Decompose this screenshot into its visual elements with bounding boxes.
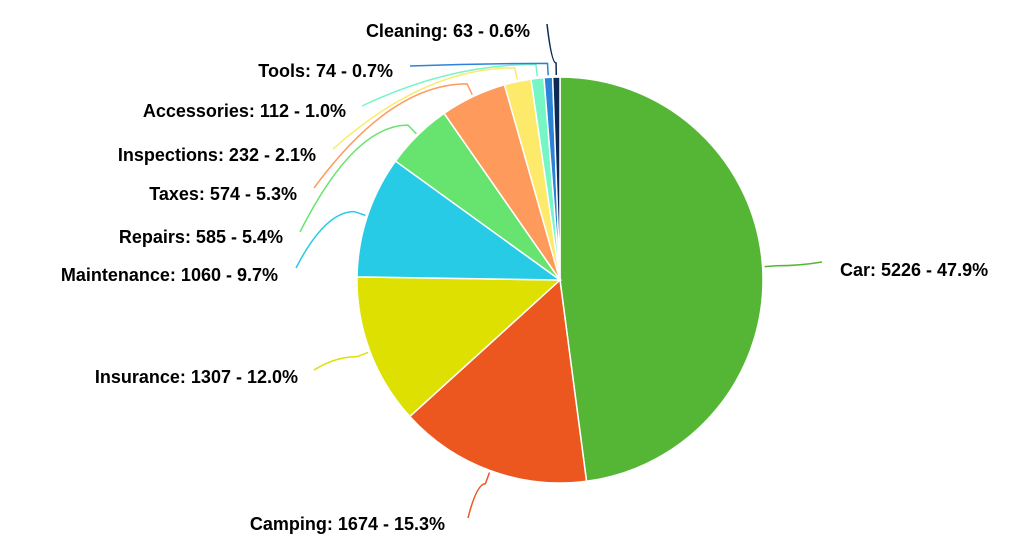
connector-tools [409,62,549,76]
data-label-taxes: Taxes: 574 - 5.3% [149,184,297,204]
connector-inspections [332,67,518,150]
connector-maintenance [295,210,366,269]
connector-accessories [361,63,539,107]
slice-labels: Car: 5226 - 47.9% Camping: 1674 - 15.3% In… [61,21,988,534]
connector-taxes [313,83,473,189]
pie-slice-camping [408,278,588,484]
pie-slices [356,76,764,484]
connector-camping [467,472,491,519]
data-label-insurance: Insurance: 1307 - 12.0% [95,367,298,387]
connector-car [764,261,823,268]
pie-slice-car [559,76,764,483]
data-label-car: Car: 5226 - 47.9% [840,260,988,280]
data-label-cleaning: Cleaning: 63 - 0.6% [366,21,530,41]
data-label-inspections: Inspections: 232 - 2.1% [118,145,316,165]
data-label-accessories: Accessories: 112 - 1.0% [143,101,346,121]
pie-slice-insurance [356,276,562,418]
connector-insurance [313,351,369,371]
data-label-camping: Camping: 1674 - 15.3% [250,514,445,534]
data-label-maintenance: Maintenance: 1060 - 9.7% [61,265,278,285]
connector-cleaning [546,23,558,76]
pie-slice-cleaning [551,76,561,281]
data-label-repairs: Repairs: 585 - 5.4% [119,227,283,247]
label-connectors [295,23,823,519]
pie-slice-maintenance [356,160,563,281]
connector-repairs [299,124,417,233]
data-label-tools: Tools: 74 - 0.7% [258,61,393,81]
